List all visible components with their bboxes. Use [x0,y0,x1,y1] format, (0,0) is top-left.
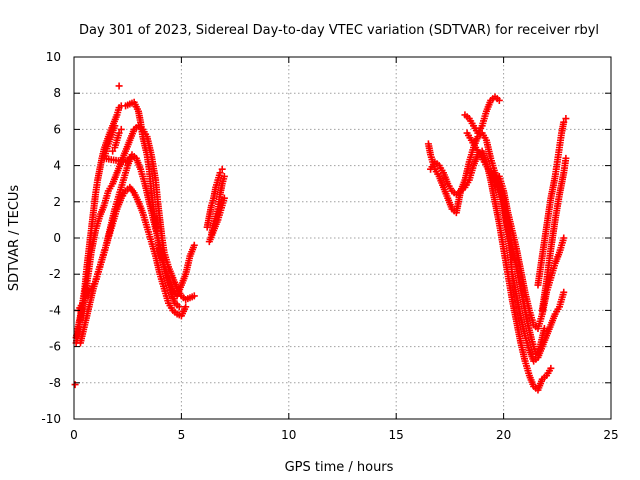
y-tick-label: 8 [53,86,61,100]
series-track-7 [424,129,568,365]
series-track-4 [76,151,183,347]
series-track-2 [72,122,198,342]
x-tick-label: 20 [496,428,511,442]
series-track-5 [100,82,134,166]
data-point [126,154,134,162]
data-point [109,147,117,155]
data-point [182,303,190,311]
data-point [540,325,548,332]
data-point [216,169,224,177]
data-point [220,172,228,180]
data-point [562,154,570,162]
y-tick-label: 2 [53,195,61,209]
y-tick-label: -4 [49,303,61,317]
data-point [562,115,570,123]
data-point [71,381,79,389]
x-tick-label: 10 [281,428,296,442]
y-tick-label: 10 [46,50,61,64]
data-point [560,234,568,242]
series-track-3 [74,183,190,320]
y-tick-label: -8 [49,376,61,390]
series-track-6 [203,165,228,246]
data-point [115,82,123,90]
y-tick-label: 0 [53,231,61,245]
data-point [190,292,198,300]
x-tick-label: 15 [389,428,404,442]
data-point [560,118,568,126]
x-tick-label: 5 [178,428,186,442]
y-tick-label: -10 [41,412,61,426]
data-point [115,129,123,137]
y-tick-label: 6 [53,122,61,136]
series-track-11 [534,115,570,314]
data-point [175,303,183,311]
y-tick-label: -2 [49,267,61,281]
series-track-8 [427,147,555,394]
x-tick-label: 0 [70,428,78,442]
y-tick-label: 4 [53,159,61,173]
data-point [495,96,503,104]
data-points-layer [71,82,570,394]
x-axis-label: GPS time / hours [285,460,394,475]
data-point [218,165,226,173]
data-point [117,125,125,133]
data-point [190,241,198,249]
data-point [547,364,555,372]
tick-layer: 0 5 10 15 20 25 -10 -8 -6 -4 -2 0 2 4 6 8 10 [41,50,618,442]
chart-title: Day 301 of 2023, Sidereal Day-to-day VTE… [79,23,599,38]
y-tick-label: -6 [49,340,61,354]
data-point [560,288,568,296]
x-tick-label: 25 [603,428,618,442]
y-axis-label: SDTVAR / TECUs [7,185,22,292]
data-point [220,194,228,202]
